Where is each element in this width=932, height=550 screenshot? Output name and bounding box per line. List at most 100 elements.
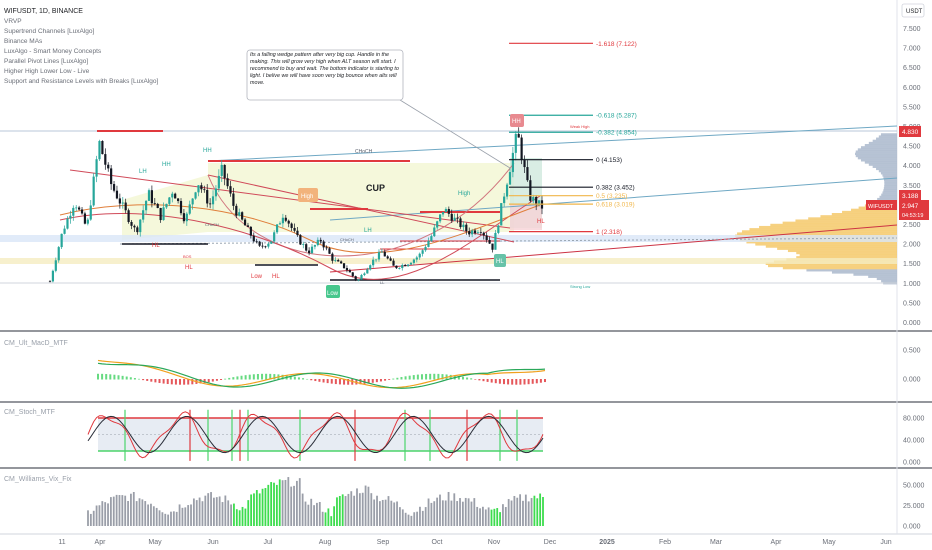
macd-hist-bar xyxy=(384,379,387,381)
vix-bar xyxy=(227,500,230,526)
candle-body xyxy=(211,196,215,205)
vix-bar xyxy=(152,506,155,526)
fib-label: -0.618 (5.287) xyxy=(596,113,637,120)
candle-body xyxy=(229,186,232,194)
vix-bar xyxy=(95,505,98,526)
vix-bar xyxy=(378,501,381,526)
candle-body xyxy=(494,232,497,250)
high-price-tag xyxy=(899,126,921,137)
vix-bar xyxy=(195,500,198,526)
vix-bar xyxy=(484,509,487,526)
vix-bar xyxy=(507,499,510,526)
candle-body xyxy=(124,202,127,211)
macd-hist-bar xyxy=(248,374,251,380)
candle-body xyxy=(115,190,119,199)
candle-body xyxy=(290,223,293,228)
macd-hist-bar xyxy=(515,379,518,385)
volume-profile-bar xyxy=(878,169,897,173)
candle-body xyxy=(511,152,514,173)
candle-body xyxy=(503,196,506,204)
vix-bar xyxy=(210,492,212,526)
vix-bar xyxy=(250,494,253,526)
candle-body xyxy=(66,218,69,229)
volume-profile-bar xyxy=(884,182,897,186)
macd-hist-bar xyxy=(379,379,382,382)
macd-hist-bar xyxy=(232,377,235,380)
candle-body xyxy=(453,217,456,221)
candle-body xyxy=(60,233,63,248)
indicator-item[interactable]: Support and Resistance Levels with Break… xyxy=(4,78,158,85)
vix-bar xyxy=(241,506,244,526)
candle-body xyxy=(252,235,255,242)
candle-body xyxy=(485,235,488,241)
macd-hist-bar xyxy=(412,375,415,380)
candle-body xyxy=(72,207,75,216)
vix-bar xyxy=(493,508,496,526)
vix-bar xyxy=(144,501,147,526)
vix-bar xyxy=(324,512,327,526)
candle-body xyxy=(299,235,302,245)
hh-tag-box xyxy=(510,114,524,127)
vix-bar xyxy=(401,509,404,526)
candle-body xyxy=(98,141,101,160)
candle-body xyxy=(465,224,468,232)
vix-bar xyxy=(267,484,270,526)
time-tick-label: Dec xyxy=(544,539,557,546)
price-tags: 4.830 3.188 WIFUSDT 2.947 04:53:19 xyxy=(866,126,929,220)
candle-body xyxy=(118,198,121,204)
volume-profile-bar xyxy=(880,133,897,136)
vix-bar xyxy=(530,498,533,526)
vix-bar xyxy=(436,497,439,526)
vix-bar xyxy=(127,500,129,526)
volume-profile-bar xyxy=(872,139,897,143)
indicator-item[interactable]: VRVP xyxy=(4,18,22,25)
vix-bar xyxy=(513,495,516,526)
volume-profile-bar xyxy=(878,135,897,138)
indicator-list: VRVP Supertrend Channels [LuxAlgo] Binance… xyxy=(4,18,158,85)
macd-hist-bar xyxy=(302,378,305,380)
volume-profile-bar xyxy=(884,184,897,188)
annotation-callout[interactable]: Its a falling wedge pattern after very b… xyxy=(246,49,511,169)
volume-profile-bar xyxy=(868,275,897,278)
candle-body xyxy=(261,245,264,247)
indicator-item[interactable]: Supertrend Channels [LuxAlgo] xyxy=(4,28,95,35)
time-axis[interactable]: 11 Apr May Jun Jul Aug Sep Oct Nov Dec 2025 Feb Mar A… xyxy=(58,539,891,546)
vix-bar xyxy=(158,510,161,526)
volume-profile-bar xyxy=(883,189,897,192)
candle-body xyxy=(377,252,381,260)
candle-body xyxy=(159,208,162,221)
candle-body xyxy=(406,264,410,267)
level-price-text: 3.188 xyxy=(902,193,919,200)
macd-hist-bar xyxy=(306,378,309,380)
vix-bar xyxy=(387,496,390,526)
vix-bar xyxy=(424,507,427,526)
vix-bar xyxy=(275,484,278,526)
indicator-item[interactable]: Higher High Lower Low - Live xyxy=(4,68,90,75)
candle-body xyxy=(258,241,261,246)
time-tick-label: Feb xyxy=(659,539,671,546)
indicator-item[interactable]: Binance MAs xyxy=(4,38,43,45)
indicator-item[interactable]: LuxAlgo - Smart Money Concepts xyxy=(4,48,102,55)
macd-hist-bar xyxy=(461,376,464,380)
time-tick-label: Oct xyxy=(432,539,443,546)
candle-body xyxy=(48,281,52,283)
vix-bar xyxy=(376,495,378,526)
volume-profile-bar xyxy=(880,172,897,175)
macd-hist-bar xyxy=(261,373,264,380)
volume-profile-bar xyxy=(755,243,897,246)
stoch-d-line xyxy=(87,415,544,454)
vix-bar xyxy=(287,477,290,526)
macd-hist-bar xyxy=(174,379,177,385)
vix-bar xyxy=(178,504,181,526)
time-tick-label: May xyxy=(148,539,162,546)
volume-profile-bar xyxy=(855,154,897,158)
candle-body xyxy=(142,210,145,220)
indicator-item[interactable]: Parallel Pivot Lines [LuxAlgo] xyxy=(4,58,88,65)
hl-tag-label: HL xyxy=(496,259,504,265)
high-label-2: High xyxy=(458,191,470,197)
vix-bar xyxy=(313,505,315,526)
vix-bar xyxy=(118,495,121,526)
vix-bar xyxy=(333,506,336,526)
vix-bar xyxy=(439,494,441,526)
